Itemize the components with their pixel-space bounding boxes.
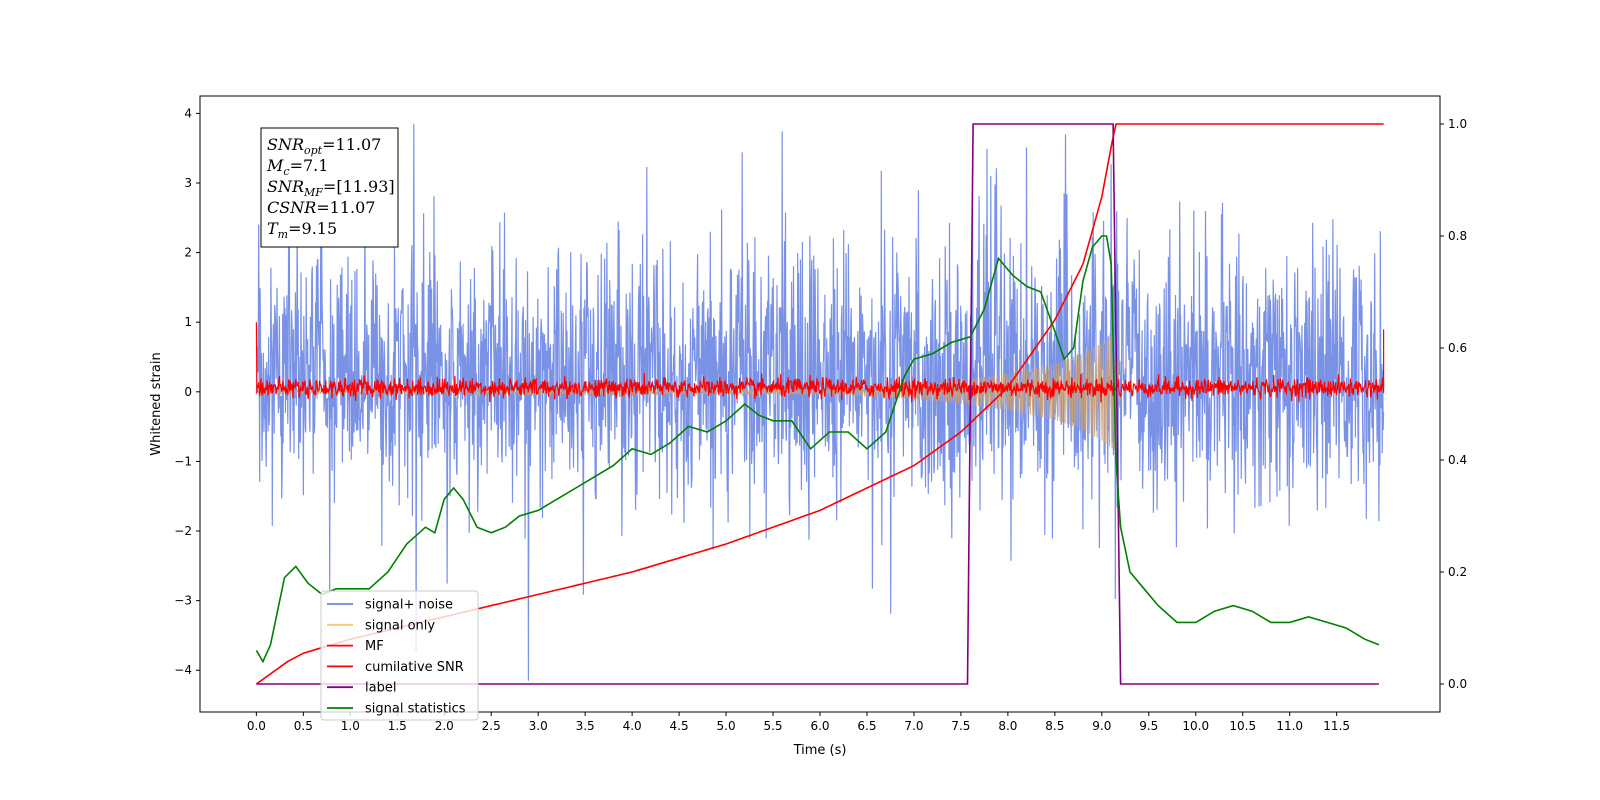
x-axis: 0.0 0.5 1.0 1.5 2.0 2.5 3.0 3.5 4.0 4.5 5.0 5.5 6.0 6… <box>247 712 1350 733</box>
x-tick-label: 2.5 <box>482 719 501 733</box>
y2-tick-label: 0.8 <box>1448 229 1467 243</box>
y-tick-label: 1 <box>184 315 192 329</box>
series-mf-line <box>255 322 1385 403</box>
x-tick-label: 7.0 <box>904 719 923 733</box>
info-box-line: Tm=9.15 <box>267 219 337 241</box>
y2-tick-label: 0.6 <box>1448 341 1467 355</box>
info-box-symbol: M <box>266 156 284 175</box>
y-tick-label: 2 <box>184 246 192 260</box>
x-tick-label: 6.0 <box>810 719 829 733</box>
info-box-value: =7.1 <box>290 156 329 175</box>
info-box-subscript: c <box>283 165 289 178</box>
series-label-line <box>256 123 1379 685</box>
x-tick-label: 4.5 <box>670 719 689 733</box>
x-tick-label: 0.5 <box>294 719 313 733</box>
x-tick-label: 8.5 <box>1045 719 1064 733</box>
x-axis-label: Time (s) <box>793 743 847 758</box>
x-tick-label: 9.5 <box>1139 719 1158 733</box>
x-tick-label: 5.0 <box>717 719 736 733</box>
legend: signal+ noise signal only MF cumilative SNR… <box>320 590 479 721</box>
info-box-line: SNRMF=[11.93] <box>267 177 395 199</box>
x-tick-label: 10.0 <box>1182 719 1209 733</box>
x-tick-label: 11.0 <box>1276 719 1303 733</box>
info-box-value: =11.07 <box>322 135 381 154</box>
x-tick-label: 10.5 <box>1229 719 1256 733</box>
y-tick-label: 0 <box>184 385 192 399</box>
info-box-line: Mc=7.1 <box>266 156 328 178</box>
y2-tick-label: 1.0 <box>1448 117 1467 131</box>
plot-area <box>255 123 1385 685</box>
legend-entry-label: signal statistics <box>365 702 466 717</box>
legend-entry-label: label <box>365 681 396 696</box>
info-box-value: =[11.93] <box>323 177 395 196</box>
info-box-value: =9.15 <box>288 219 337 238</box>
x-tick-label: 9.0 <box>1092 719 1111 733</box>
info-box-subscript: m <box>278 228 288 241</box>
legend-entry-label: signal+ noise <box>365 598 453 613</box>
info-box-subscript: MF <box>303 186 323 199</box>
info-box: SNRopt=11.07Mc=7.1SNRMF=[11.93]CSNR=11.0… <box>260 127 399 248</box>
y2-tick-label: 0.2 <box>1448 565 1467 579</box>
y-tick-label: 3 <box>184 176 192 190</box>
info-box-symbol: T <box>267 219 279 238</box>
x-tick-label: 6.5 <box>857 719 876 733</box>
x-tick-label: 11.5 <box>1323 719 1350 733</box>
info-box-symbol: CSNR <box>267 198 316 217</box>
y-tick-label: −1 <box>174 454 192 468</box>
info-box-value: =11.07 <box>316 198 375 217</box>
info-box-line: SNRopt=11.07 <box>267 135 381 157</box>
x-tick-label: 8.0 <box>998 719 1017 733</box>
legend-entry-label: signal only <box>365 618 435 633</box>
info-box-frame <box>260 127 399 248</box>
x-tick-label: 1.0 <box>341 719 360 733</box>
info-box-symbol: SNR <box>267 135 304 154</box>
x-tick-label: 0.0 <box>247 719 266 733</box>
legend-entry-label: MF <box>365 639 384 654</box>
info-box-symbol: SNR <box>267 177 304 196</box>
series-group <box>255 123 1385 685</box>
legend-frame <box>320 590 479 721</box>
y-tick-label: −2 <box>174 524 192 538</box>
legend-entry-label: cumilative SNR <box>365 660 464 675</box>
y-tick-label: −3 <box>174 594 192 608</box>
y2-tick-label: 0.0 <box>1448 677 1467 691</box>
x-tick-label: 3.5 <box>576 719 595 733</box>
x-tick-label: 5.5 <box>763 719 782 733</box>
info-box-subscript: opt <box>304 144 323 157</box>
y-axis-right: 1.0 0.8 0.6 0.4 0.2 0.0 <box>1440 117 1467 691</box>
y2-tick-label: 0.4 <box>1448 453 1467 467</box>
x-tick-label: 4.0 <box>623 719 642 733</box>
series-cumulative-snr-line <box>255 123 1384 685</box>
info-box-line: CSNR=11.07 <box>267 198 375 217</box>
y-axis-label: Whitened strain <box>149 352 164 455</box>
x-tick-label: 2.0 <box>435 719 454 733</box>
y-axis-left: 4 3 2 1 0 −1 −2 −3 −4 <box>174 106 200 677</box>
y-tick-label: 4 <box>184 106 192 120</box>
series-signal-statistics-line <box>255 235 1380 664</box>
x-tick-label: 1.5 <box>388 719 407 733</box>
x-tick-label: 7.5 <box>951 719 970 733</box>
x-tick-label: 3.0 <box>529 719 548 733</box>
y-tick-label: −4 <box>174 663 192 677</box>
